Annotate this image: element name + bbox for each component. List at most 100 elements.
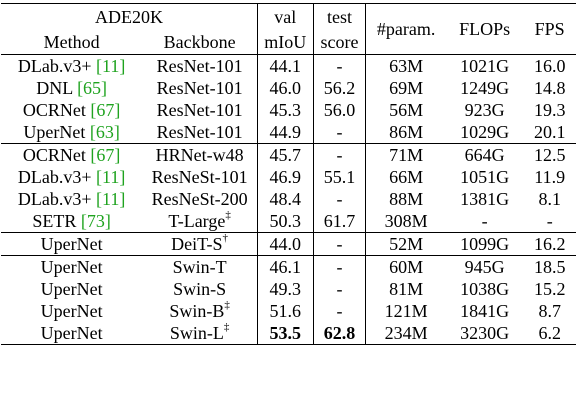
- backbone-cell: Swin-S: [142, 278, 258, 300]
- method-cell: SETR [73]: [1, 210, 142, 233]
- backbone-cell: DeiT-S†: [142, 232, 258, 256]
- method-name: OCRNet: [22, 145, 86, 165]
- backbone-cell: Swin-B‡: [142, 300, 258, 322]
- val-miou-cell: 45.3: [257, 99, 314, 121]
- table-row: UperNet Swin-T 46.1-60M 945G 18.5: [1, 255, 576, 278]
- val-miou-cell: 44.0: [257, 232, 314, 256]
- citation-link[interactable]: [65]: [77, 78, 108, 98]
- param-cell: 69M: [389, 78, 424, 98]
- fps-cell: 19.3: [533, 100, 566, 120]
- fps-cell: 16.2: [523, 232, 576, 256]
- table-row: UperNet DeiT-S† 44.0-52M 1099G 16.2: [1, 232, 576, 256]
- method-header: Method: [43, 31, 100, 52]
- param-cell: 121M: [384, 301, 428, 321]
- table-row: UperNet [63] ResNet-101 44.9- 86M 1029G 20.1: [1, 121, 576, 144]
- citation-link[interactable]: [73]: [80, 211, 111, 231]
- method-cell: DLab.v3+ [11]: [1, 54, 143, 77]
- test-score-cell: -: [313, 300, 367, 322]
- backbone-name: ResNet-101: [156, 78, 243, 98]
- param-cell: 71M: [365, 143, 446, 166]
- param-header: #param.: [365, 3, 446, 55]
- backbone-cell: ResNeSt-101: [142, 166, 258, 188]
- fps-cell: 8.7: [538, 301, 561, 321]
- backbone-header: Backbone: [142, 29, 258, 55]
- backbone-cell: Swin-T: [142, 255, 258, 278]
- test-score-cell: -: [313, 278, 367, 300]
- citation-link[interactable]: [67]: [90, 145, 121, 165]
- dataset-header: ADE20K: [1, 3, 258, 29]
- flops-cell: 3230G: [445, 322, 524, 345]
- test-score-cell: -: [313, 143, 367, 166]
- method-cell: UperNet: [1, 322, 143, 345]
- backbone-cell: T-Large‡: [142, 210, 258, 233]
- backbone-name: DeiT-S: [171, 234, 223, 254]
- param-cell: 88M: [389, 189, 424, 209]
- param-cell: 234M: [365, 322, 446, 345]
- flops-cell: 1038G: [460, 279, 510, 299]
- test-score-cell: -: [313, 188, 367, 210]
- flops-cell: 1051G: [460, 167, 510, 187]
- method-cell: OCRNet [67]: [1, 99, 142, 121]
- flops-cell: 1029G: [460, 122, 510, 142]
- val-miou-cell: 44.9: [257, 121, 314, 144]
- table-row: OCRNet [67] HRNet-w48 45.7-71M 664G 12.5: [1, 143, 576, 166]
- method-name: UperNet: [40, 279, 103, 299]
- method-cell: UperNet: [1, 255, 143, 278]
- citation-link[interactable]: [67]: [90, 100, 121, 120]
- backbone-name: ResNet-101: [156, 122, 243, 142]
- citation-link[interactable]: [63]: [89, 122, 120, 142]
- backbone-name: Swin-L: [169, 323, 224, 343]
- flops-header: FLOPs: [445, 3, 524, 55]
- param-cell: 86M: [389, 122, 424, 142]
- param-cell: 81M: [389, 279, 424, 299]
- method-name: SETR: [32, 211, 77, 231]
- param-cell: 308M: [384, 211, 428, 231]
- val-miou-cell: 44.1: [257, 54, 314, 77]
- method-cell: DNL [65]: [1, 77, 142, 99]
- citation-link[interactable]: [11]: [96, 189, 126, 209]
- table-row: DLab.v3+ [11] ResNeSt-101 46.9 55.1 66M 1051G…: [1, 166, 576, 188]
- val-miou-cell: 46.0: [257, 77, 314, 99]
- val-miou-cell: 46.1: [257, 255, 314, 278]
- fps-cell: 6.2: [523, 322, 576, 345]
- backbone-name: ResNeSt-101: [151, 167, 248, 187]
- table-row: DNL [65] ResNet-101 46.0 56.2 69M 1249G 14.8: [1, 77, 576, 99]
- footnote-mark: ‡: [223, 321, 230, 333]
- citation-link[interactable]: [11]: [96, 167, 126, 187]
- flops-cell: 664G: [445, 143, 524, 166]
- fps-cell: 14.8: [533, 78, 566, 98]
- backbone-cell: ResNet-101: [142, 99, 258, 121]
- flops-cell: 1021G: [445, 54, 524, 77]
- method-name: DLab.v3+: [17, 56, 92, 76]
- table-row: OCRNet [67] ResNet-101 45.3 56.0 56M 923G 19.3: [1, 99, 576, 121]
- method-name: UperNet: [23, 122, 86, 142]
- val-miou-cell: 45.7: [257, 143, 314, 166]
- test-score-cell: -: [313, 255, 367, 278]
- header-row-1: ADE20K val test #param. FLOPs FPS: [1, 3, 576, 55]
- footnote-mark: †: [222, 232, 229, 244]
- test-score-cell: 61.7: [313, 210, 367, 233]
- backbone-cell: HRNet-w48: [142, 143, 258, 166]
- val-miou-cell: 51.6: [257, 300, 314, 322]
- test-score-cell: -: [313, 54, 367, 77]
- method-cell: OCRNet [67]: [1, 143, 143, 166]
- param-cell: 52M: [365, 232, 446, 256]
- backbone-name: T-Large: [168, 211, 226, 231]
- method-cell: DLab.v3+ [11]: [1, 166, 142, 188]
- fps-cell: 16.0: [523, 54, 576, 77]
- backbone-name: Swin-B: [169, 301, 225, 321]
- param-cell: 56M: [389, 100, 424, 120]
- test-score-cell: 56.2: [313, 77, 367, 99]
- method-name: UperNet: [40, 257, 103, 277]
- fps-cell: 12.5: [523, 143, 576, 166]
- flops-cell: 1249G: [460, 78, 510, 98]
- citation-link[interactable]: [11]: [96, 56, 126, 76]
- flops-cell: 1099G: [445, 232, 524, 256]
- method-cell: UperNet: [1, 278, 142, 300]
- val-miou-cell: 48.4: [257, 188, 314, 210]
- table-row: UperNet Swin-B‡ 51.6-121M 1841G 8.7: [1, 300, 576, 322]
- method-name: DLab.v3+: [17, 189, 92, 209]
- header-row-2: Method Backbone mIoU score: [1, 29, 576, 55]
- backbone-name: ResNet-101: [156, 56, 243, 76]
- backbone-name: Swin-S: [173, 279, 227, 299]
